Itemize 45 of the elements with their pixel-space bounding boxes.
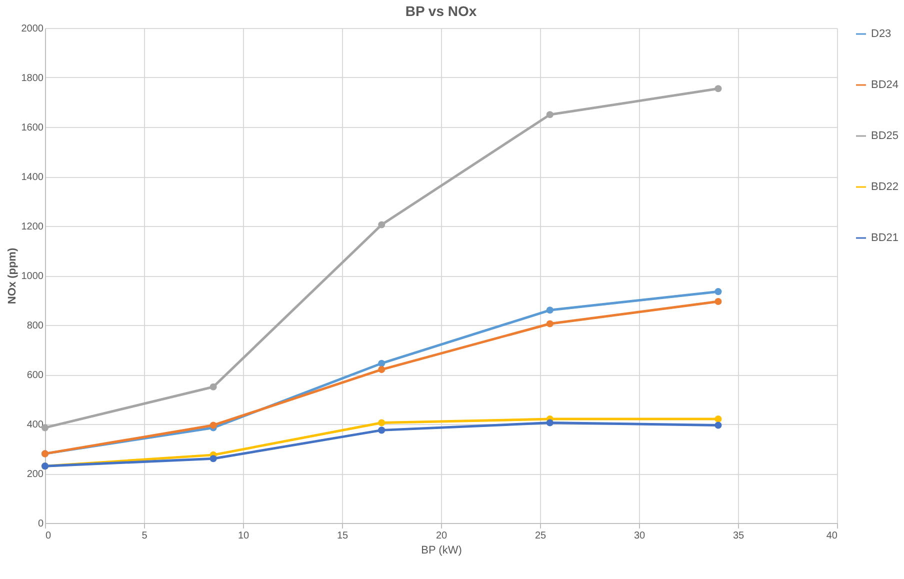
point [714,85,722,92]
x-tick-label: 5 [142,530,148,542]
point [210,383,217,390]
chart-title: BP vs NOx [405,3,477,19]
y-tick-label: 2000 [21,24,44,34]
point [378,366,386,374]
x-tick-label: 15 [336,530,348,542]
point [546,306,554,314]
y-tick-label: 600 [26,370,44,381]
legend-label: BD21 [871,232,899,244]
point [378,221,386,228]
x-tick-label: 10 [238,530,250,542]
x-tick-label: 0 [46,530,52,542]
x-tick-label: 40 [826,530,838,542]
x-tick-label: 25 [534,530,546,542]
legend-label: D23 [871,28,892,40]
x-tick-label: 20 [436,530,448,542]
point [378,419,386,426]
legend-label: BD24 [871,79,899,91]
y-tick-label: 1800 [21,73,44,84]
point [210,422,217,429]
y-tick-label: 200 [26,469,44,480]
y-tick-label: 1200 [21,222,44,232]
point [546,419,554,426]
x-axis-title: BP (kW) [421,544,462,556]
y-tick-label: 400 [26,420,44,430]
point [546,111,554,118]
point [546,320,554,328]
legend-label: BD25 [871,130,899,142]
point [714,422,722,429]
point [378,360,386,367]
y-axis-title: NOx (ppm) [6,248,18,304]
y-tick-label: 1400 [21,172,44,183]
point [210,455,217,462]
y-tick-label: 1600 [21,122,44,134]
legend-label: BD22 [871,181,899,193]
point [714,288,722,296]
y-tick-label: 1000 [21,271,44,282]
y-tick-label: 800 [26,320,44,332]
point [714,298,722,306]
point [714,416,722,423]
x-tick-label: 35 [732,530,744,542]
y-tick-label: 0 [38,518,44,530]
x-tick-label: 30 [634,530,646,542]
point [378,426,386,434]
